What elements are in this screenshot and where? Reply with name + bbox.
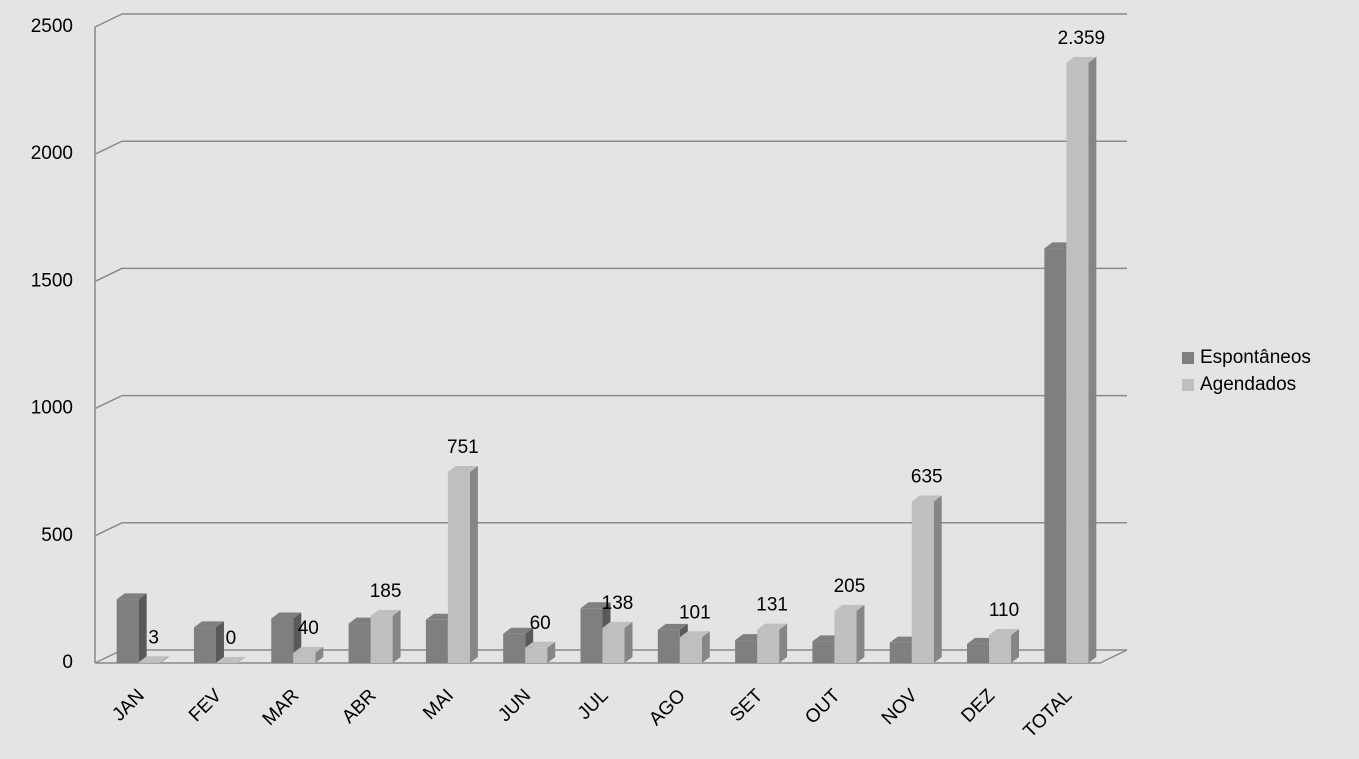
bar	[448, 472, 470, 663]
x-tick-label: SET	[726, 685, 767, 726]
legend-label: Agendados	[1200, 374, 1296, 395]
data-label: 138	[602, 593, 634, 614]
bar	[658, 630, 680, 663]
y-tick-label: 1500	[31, 270, 73, 291]
bar	[757, 630, 779, 663]
legend-swatch	[1182, 379, 1194, 391]
data-label: 635	[911, 466, 943, 487]
bar	[680, 637, 702, 663]
data-label: 0	[226, 628, 237, 649]
data-label: 2.359	[1058, 28, 1106, 49]
bar	[139, 662, 161, 663]
chart: 0 500 1000 1500 2000 2500 JAN 3 FEV 0 MAR 40 ABR 185 M…	[0, 0, 1359, 759]
x-tick-label: MAI	[419, 685, 458, 724]
bar	[1066, 63, 1088, 663]
grid-line	[95, 523, 1127, 536]
bar	[271, 618, 293, 663]
bar	[581, 608, 603, 663]
legend-label: Espontâneos	[1200, 347, 1311, 368]
bar	[371, 616, 393, 663]
data-label: 131	[756, 595, 788, 616]
bar-side	[139, 593, 147, 663]
data-label: 101	[679, 602, 711, 623]
bar	[117, 599, 139, 663]
data-label: 185	[370, 581, 402, 602]
bar-side	[470, 466, 478, 663]
bar-side	[625, 622, 633, 663]
bar	[834, 611, 856, 663]
data-label: 40	[298, 618, 319, 639]
bar	[967, 644, 989, 663]
bar	[426, 620, 448, 663]
bar-side	[1088, 57, 1096, 663]
bar	[890, 643, 912, 663]
x-tick-label: ABR	[338, 685, 380, 727]
x-tick-label: DEZ	[957, 685, 999, 727]
bar-side	[216, 621, 224, 663]
legend-swatch	[1182, 352, 1194, 364]
y-tick-label: 2000	[31, 143, 73, 164]
bar	[525, 648, 547, 663]
bar	[989, 635, 1011, 663]
bar-side	[934, 495, 942, 663]
x-tick-label: JAN	[108, 685, 148, 725]
data-label: 205	[834, 576, 866, 597]
bar	[735, 640, 757, 663]
data-label: 110	[989, 600, 1019, 621]
bar-side	[393, 610, 401, 663]
grid-line	[95, 396, 1127, 409]
bar-side	[779, 624, 787, 663]
x-tick-label: JUL	[574, 685, 613, 724]
x-tick-label: OUT	[801, 685, 844, 728]
data-label: 60	[530, 613, 551, 634]
bar-side	[856, 605, 864, 663]
x-tick-label: AGO	[645, 685, 690, 730]
data-label: 751	[447, 437, 479, 458]
y-tick-label: 0	[62, 652, 73, 673]
grid-line	[95, 141, 1127, 154]
grid-line	[95, 14, 1127, 27]
grid-line	[95, 268, 1127, 281]
y-tick-label: 2500	[31, 16, 73, 37]
x-tick-label: MAR	[259, 685, 304, 730]
x-tick-label: NOV	[878, 685, 922, 729]
bar	[812, 641, 834, 663]
bar	[503, 634, 525, 663]
bar	[349, 624, 371, 663]
y-tick-label: 500	[41, 525, 73, 546]
x-tick-label: TOTAL	[1020, 685, 1077, 742]
data-label: 3	[148, 627, 159, 648]
y-tick-label: 1000	[31, 398, 73, 419]
bar	[293, 653, 315, 663]
bar	[194, 627, 216, 663]
bar	[912, 501, 934, 663]
x-tick-label: FEV	[185, 685, 226, 726]
x-tick-label: JUN	[494, 685, 535, 726]
bar	[1044, 248, 1066, 663]
bar	[603, 628, 625, 663]
